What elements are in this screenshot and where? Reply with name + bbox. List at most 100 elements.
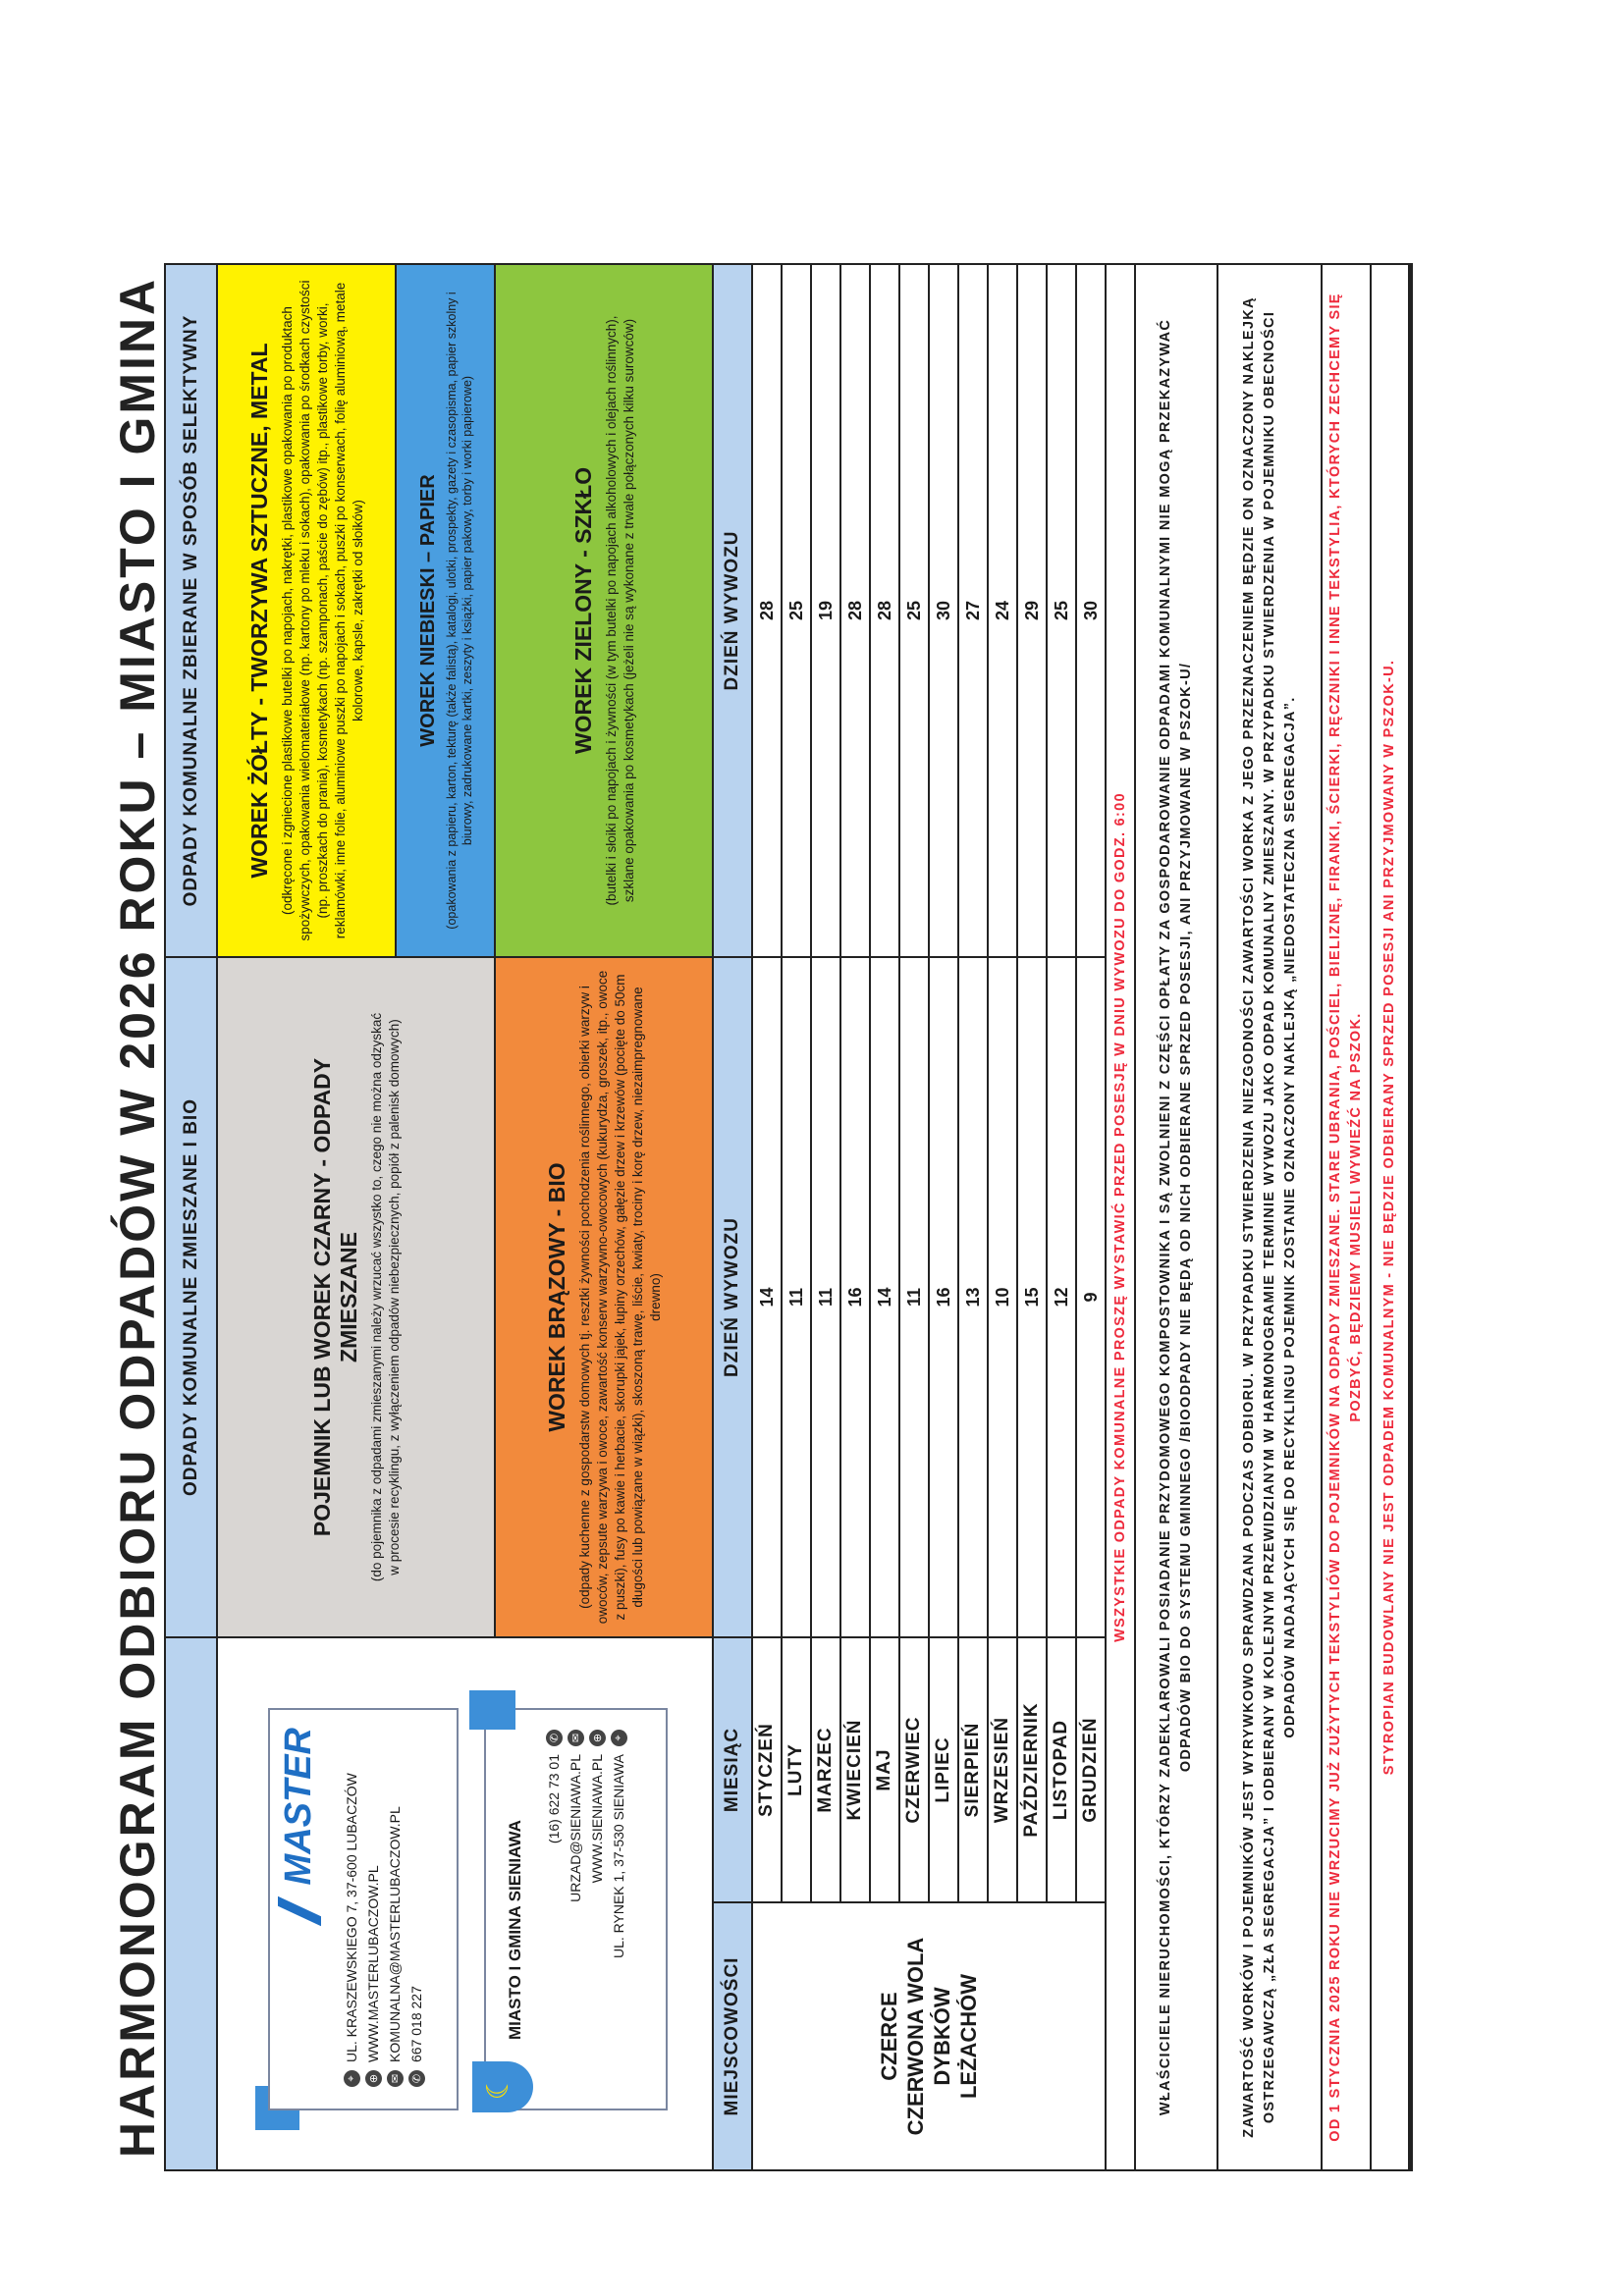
header-mixed-bio: ODPADY KOMUNALNE ZMIESZANE I BIO xyxy=(164,956,218,1638)
municipality-website[interactable]: WWW.SIENIAWA.PL ⊕ xyxy=(586,1730,608,1958)
selective-day-cell: 27 xyxy=(957,263,989,958)
municipality-email[interactable]: URZAD@SIENIAWA.PL ✉ xyxy=(565,1730,586,1958)
month-cell: LIPIEC xyxy=(928,1636,959,1903)
master-phone-text: 667 018 227 xyxy=(408,1986,424,2062)
selective-day-cell: 29 xyxy=(1016,263,1048,958)
note-inspection: ZAWARTOŚĆ WORKÓW I POJEMNIKÓW JEST WYRYW… xyxy=(1217,263,1323,2171)
month-cell: GRUDZIEŃ xyxy=(1075,1636,1107,1903)
mixed-bio-day-cell: 11 xyxy=(810,956,841,1638)
bin-mixed-title: POJEMNIK LUB WOREK CZARNY - ODPADY ZMIES… xyxy=(308,1057,361,1537)
note-composters: WŁAŚCICIELE NIERUCHOMOŚCI, KTÓRZY ZADEKL… xyxy=(1134,263,1218,2171)
master-logo: MASTER xyxy=(278,1728,319,1886)
bin-glass-title: WOREK ZIELONY - SZKŁO xyxy=(569,466,596,755)
locality: DYBKÓW xyxy=(930,1987,954,2086)
mixed-bio-day-cell: 9 xyxy=(1075,956,1107,1638)
note-styrofoam: STYROPIAN BUDOWLANY NIE JEST ODPADEM KOM… xyxy=(1370,263,1413,2171)
bin-paper: WOREK NIEBIESKI – PAPIER (opakowania z p… xyxy=(395,263,496,958)
bin-mixed: POJEMNIK LUB WOREK CZARNY - ODPADY ZMIES… xyxy=(216,956,496,1638)
phone-icon: ✆ xyxy=(407,2070,425,2087)
header-selective: ODPADY KOMUNALNE ZBIERANE W SPOSÓB SELEK… xyxy=(164,263,218,958)
municipality-contact-box: ☾ MIASTO I GMINA SIENIAWA (16) 622 73 01… xyxy=(472,1708,668,2112)
bin-bio-title: WOREK BRĄZOWY - BIO xyxy=(543,1162,569,1432)
master-logo-icon xyxy=(278,1896,321,1927)
selective-day-cell: 28 xyxy=(869,263,900,958)
decor-square xyxy=(469,1690,515,1730)
mail-icon: ✉ xyxy=(567,1730,584,1746)
mixed-bio-day-cell: 11 xyxy=(781,956,812,1638)
month-cell: LUTY xyxy=(781,1636,812,1903)
month-cell: MARZEC xyxy=(810,1636,841,1903)
bin-plastic-desc: (odkręcone i zgniecione plastikowe butel… xyxy=(279,280,365,941)
mixed-bio-day-cell: 10 xyxy=(987,956,1018,1638)
globe-icon: ⊕ xyxy=(588,1730,606,1746)
master-email-text[interactable]: KOMUNALNA@MASTERLUBACZOW.PL xyxy=(387,1806,403,2062)
bin-glass: WOREK ZIELONY - SZKŁO (butelki i słoiki … xyxy=(494,263,714,958)
master-email[interactable]: ✉ KOMUNALNA@MASTERLUBACZOW.PL xyxy=(384,1773,406,2087)
selective-day-cell: 25 xyxy=(781,263,812,958)
coat-of-arms-icon: ☾ xyxy=(472,2061,533,2112)
mixed-bio-day-cell: 16 xyxy=(928,956,959,1638)
col-localities: MIEJSCOWOŚCI xyxy=(712,1901,753,2171)
bin-bio-desc: (odpady kuchenne z gospodarstw domowych … xyxy=(576,970,663,1625)
month-cell: STYCZEŃ xyxy=(751,1636,783,1903)
mixed-bio-day-cell: 14 xyxy=(751,956,783,1638)
month-cell: KWIECIEŃ xyxy=(839,1636,871,1903)
month-cell: PAŹDZIERNIK xyxy=(1016,1636,1048,1903)
locality: LEŻACHÓW xyxy=(956,1973,981,2100)
mail-icon: ✉ xyxy=(386,2070,404,2087)
header-blank xyxy=(164,1636,218,2171)
locality: CZERWONA WOLA xyxy=(903,1937,928,2136)
municipality-address-text: UL. RYNEK 1, 37-530 SIENIAWA xyxy=(611,1754,626,1959)
master-website-text[interactable]: WWW.MASTERLUBACZOW.PL xyxy=(365,1865,381,2062)
selective-day-cell: 25 xyxy=(898,263,930,958)
col-day-selective: DZIEŃ WYWOZU xyxy=(712,263,753,958)
bin-bio: WOREK BRĄZOWY - BIO (odpady kuchenne z g… xyxy=(494,956,714,1638)
note-time: WSZYSTKIE ODPADY KOMUNALNE PROSZĘ WYSTAW… xyxy=(1105,263,1136,2171)
locality: CZERCE xyxy=(877,1992,901,2081)
mixed-bio-day-cell: 16 xyxy=(839,956,871,1638)
bin-paper-title: WOREK NIEBIESKI – PAPIER xyxy=(417,474,439,747)
col-month: MIESIĄC xyxy=(712,1636,753,1903)
selective-day-cell: 25 xyxy=(1046,263,1077,958)
selective-day-cell: 28 xyxy=(751,263,783,958)
month-cell: SIERPIEŃ xyxy=(957,1636,989,1903)
selective-day-cell: 24 xyxy=(987,263,1018,958)
municipality-phone: (16) 622 73 01 ✆ xyxy=(543,1730,565,1958)
mixed-bio-day-cell: 15 xyxy=(1016,956,1048,1638)
mixed-bio-day-cell: 14 xyxy=(869,956,900,1638)
master-address-text: UL. KRASZEWSKIEGO 7, 37-600 LUBACZÓW xyxy=(344,1773,359,2062)
location-pin-icon: ⌖ xyxy=(343,2070,360,2087)
selective-day-cell: 28 xyxy=(839,263,871,958)
bin-plastic-title: WOREK ŻÓŁTY - TWORZYWA SZTUCZNE, METAL xyxy=(245,343,272,879)
globe-icon: ⊕ xyxy=(364,2070,382,2087)
location-pin-icon: ⌖ xyxy=(610,1730,627,1746)
month-cell: MAJ xyxy=(869,1636,900,1903)
selective-day-cell: 19 xyxy=(810,263,841,958)
bin-mixed-desc: (do pojemnika z odpadami zmieszanymi nal… xyxy=(368,1012,402,1582)
month-cell: WRZESIEŃ xyxy=(987,1636,1018,1903)
bin-plastic-metal: WOREK ŻÓŁTY - TWORZYWA SZTUCZNE, METAL (… xyxy=(216,263,397,958)
note-textiles: OD 1 STYCZNIA 2025 ROKU NIE WRZUCIMY JUŻ… xyxy=(1321,263,1372,2171)
month-cell: LISTOPAD xyxy=(1046,1636,1077,1903)
selective-day-cell: 30 xyxy=(1075,263,1107,958)
col-day-mixed-bio: DZIEŃ WYWOZU xyxy=(712,956,753,1638)
master-website[interactable]: ⊕ WWW.MASTERLUBACZOW.PL xyxy=(362,1773,384,2087)
mixed-bio-day-cell: 13 xyxy=(957,956,989,1638)
municipality-email-text[interactable]: URZAD@SIENIAWA.PL xyxy=(568,1754,583,1902)
municipality-name: MIASTO I GMINA SIENIAWA xyxy=(506,1820,524,2040)
master-address: ⌖ UL. KRASZEWSKIEGO 7, 37-600 LUBACZÓW xyxy=(341,1773,362,2087)
bin-glass-desc: (butelki i słoiki po napojach i żywności… xyxy=(603,315,636,906)
municipality-phone-text: (16) 622 73 01 xyxy=(546,1754,562,1844)
municipality-address: UL. RYNEK 1, 37-530 SIENIAWA ⌖ xyxy=(608,1730,629,1958)
mixed-bio-day-cell: 11 xyxy=(898,956,930,1638)
phone-icon: ✆ xyxy=(545,1730,563,1746)
localities-cell: CZERCE CZERWONA WOLA DYBKÓW LEŻACHÓW xyxy=(751,1901,1107,2171)
month-cell: CZERWIEC xyxy=(898,1636,930,1903)
mixed-bio-day-cell: 12 xyxy=(1046,956,1077,1638)
municipality-website-text[interactable]: WWW.SIENIAWA.PL xyxy=(589,1754,605,1884)
master-phone: ✆ 667 018 227 xyxy=(406,1773,427,2087)
bin-paper-desc: (opakowania z papieru, karton, tekturę (… xyxy=(445,292,474,930)
selective-day-cell: 30 xyxy=(928,263,959,958)
master-contact-box: MASTER ⌖ UL. KRASZEWSKIEGO 7, 37-600 LUBA… xyxy=(268,1708,459,2110)
